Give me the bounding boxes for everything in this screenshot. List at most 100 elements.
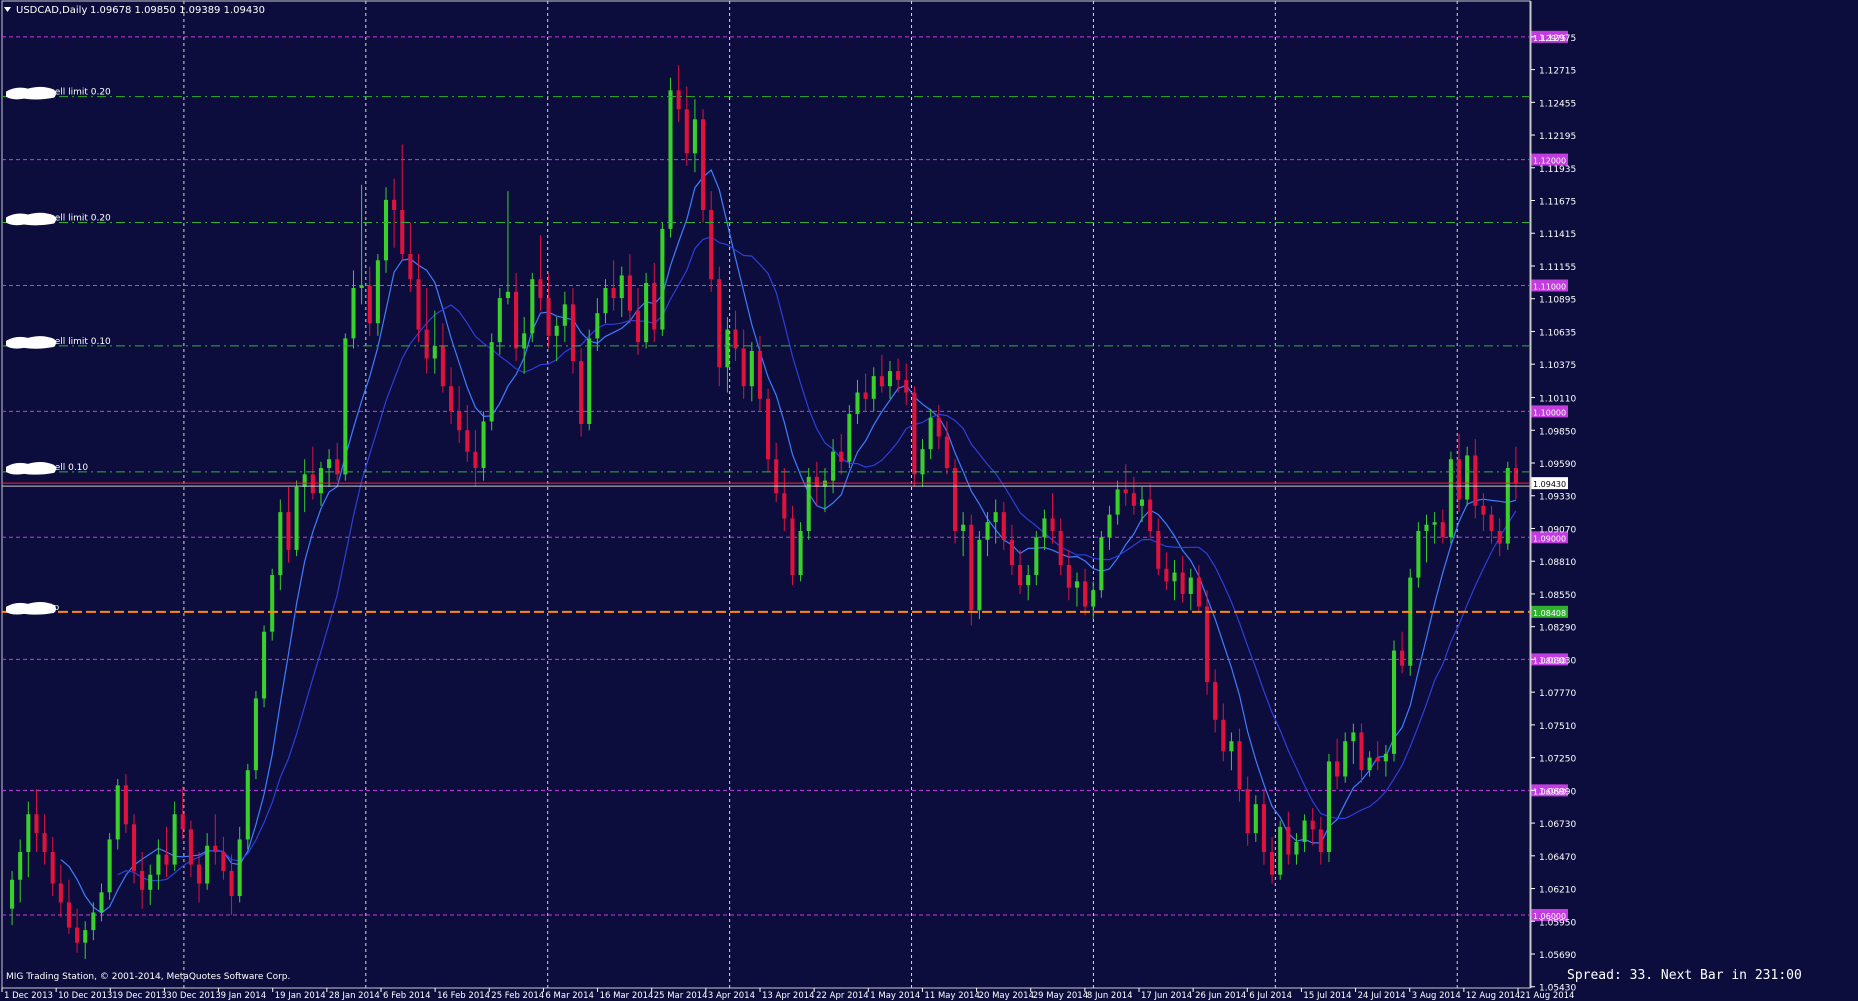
candle-body (449, 386, 454, 412)
plot-frame (1, 0, 1531, 989)
chart-header: USDCAD,Daily 1.09678 1.09850 1.09389 1.0… (4, 5, 265, 16)
candle-body (717, 279, 722, 368)
candle-body (1286, 826, 1291, 855)
redacted-mark (6, 602, 56, 615)
candle-body (327, 459, 332, 469)
level-tag (1531, 531, 1568, 544)
price-tick-label: 1.11935 (1539, 165, 1576, 175)
candle-body (855, 392, 860, 414)
level-tag-label: 1.08030 (1533, 656, 1566, 665)
candle-body (1383, 753, 1388, 762)
price-tick-label: 1.11675 (1539, 198, 1576, 208)
candle-body (1026, 575, 1031, 586)
candle-body (1367, 757, 1372, 771)
candle-body (668, 90, 673, 229)
time-tick-label: 12 Aug 2014 (1466, 991, 1520, 1001)
time-tick-label: 9 Jan 2014 (221, 991, 267, 1001)
candle-body (489, 342, 494, 422)
candle-body (611, 288, 616, 299)
candle-body (164, 854, 169, 865)
candle-body (701, 119, 706, 210)
candle-body (58, 883, 63, 903)
candle-body (684, 109, 689, 154)
time-tick-label: 3 Apr 2014 (708, 991, 755, 1001)
candle-body (1042, 518, 1047, 538)
candle-body (749, 350, 754, 387)
spread-text: Spread: 33. Next Bar in 231:00 (1567, 968, 1802, 983)
candle-body (579, 361, 584, 424)
candle-body (1205, 606, 1210, 683)
redacted-mark (6, 462, 56, 475)
candle-body (993, 512, 998, 523)
price-tick-label: 1.08550 (1539, 591, 1576, 601)
time-tick-label: 15 Jul 2014 (1303, 991, 1351, 1001)
order-label: sell limit 0.20 (50, 88, 111, 98)
candle-body (652, 282, 657, 330)
candle-body (83, 930, 88, 943)
price-tick-label: 1.06470 (1539, 853, 1576, 863)
price-tick-label: 1.10895 (1539, 296, 1576, 306)
time-tick-label: 21 Aug 2014 (1520, 991, 1574, 1001)
candle-body (34, 814, 39, 834)
candle-body (318, 468, 323, 494)
candle-body (1318, 829, 1323, 853)
price-tick-label: 1.06730 (1539, 820, 1576, 830)
time-tick-label: 29 May 2014 (1033, 991, 1088, 1001)
candle-body (1115, 489, 1120, 515)
candle-body (180, 814, 185, 830)
ma-slow-line (117, 236, 1517, 882)
candle-body (798, 530, 803, 576)
candle-body (42, 833, 47, 853)
collapse-triangle-icon[interactable] (4, 7, 11, 12)
candle-body (1416, 530, 1421, 578)
candle-body (977, 539, 982, 611)
candle-body (1164, 568, 1169, 582)
candle-body (310, 474, 315, 494)
candle-body (741, 348, 746, 387)
candle-body (912, 392, 917, 475)
candle-body (1408, 577, 1413, 666)
price-tick-label: 1.09070 (1539, 525, 1576, 535)
candle-body (1148, 499, 1153, 531)
candle-body (831, 451, 836, 481)
price-tick-label: 1.09850 (1539, 427, 1576, 437)
ma-fast-line (60, 168, 1517, 914)
candle-body (595, 313, 600, 339)
time-tick-label: 17 Jun 2014 (1141, 991, 1192, 1001)
candle-body (530, 279, 535, 334)
candle-body (1310, 820, 1315, 830)
time-tick-label: 22 Apr 2014 (816, 991, 869, 1001)
price-tick-label: 1.08030 (1539, 656, 1576, 666)
candle-body (1245, 789, 1250, 834)
time-tick-label: 19 Jan 2014 (275, 991, 326, 1001)
candle-body (115, 785, 120, 840)
candle-body (1131, 493, 1136, 506)
candle-body (1034, 537, 1039, 576)
candle-body (1473, 455, 1478, 506)
ohlc-values: 1.09678 1.09850 1.09389 1.09430 (90, 5, 265, 16)
candle-body (928, 417, 933, 450)
candle-body (1465, 455, 1470, 500)
level-tag (1531, 653, 1568, 666)
candle-body (416, 279, 421, 330)
candle-body (822, 480, 827, 487)
time-tick-label: 13 Apr 2014 (762, 991, 815, 1001)
order-lines[interactable]: sell limit 0.20 sell limit 0.20 sell limit… (2, 86, 1568, 618)
candle-body (50, 852, 55, 884)
candle-body (562, 304, 567, 326)
redacted-mark (6, 86, 56, 100)
candle-body (1180, 572, 1185, 594)
candle-body (1009, 539, 1014, 565)
candle-body (790, 518, 795, 576)
candle-body (294, 486, 299, 550)
price-tick-label: 1.12715 (1539, 67, 1576, 77)
candle-body (335, 459, 340, 475)
candle-body (1457, 459, 1462, 500)
moving-averages (60, 168, 1517, 914)
candle-body (757, 350, 762, 399)
candle-body (1343, 741, 1348, 777)
candle-body (961, 524, 966, 531)
candle-body (709, 209, 714, 280)
